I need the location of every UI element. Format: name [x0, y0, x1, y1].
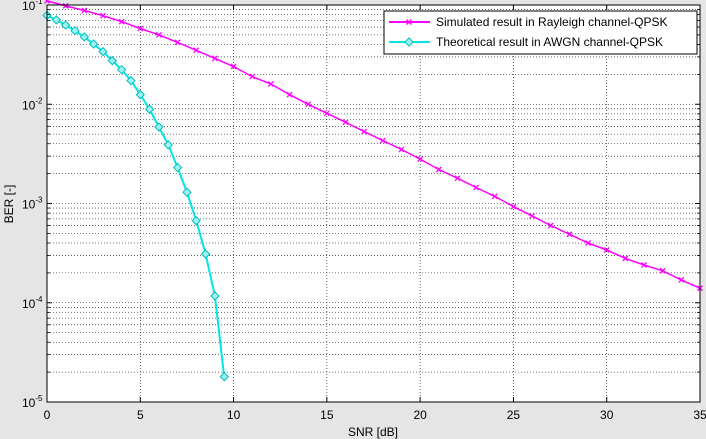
- data-point-simulated: [137, 25, 144, 32]
- data-point-simulated: [622, 255, 629, 262]
- data-point-simulated: [641, 262, 647, 268]
- data-point-simulated: [230, 63, 237, 70]
- data-point-simulated: [305, 101, 312, 108]
- data-point-theoretical: [88, 39, 99, 49]
- data-point-theoretical: [182, 187, 192, 197]
- data-point-simulated: [155, 31, 162, 38]
- data-point-simulated: [211, 55, 218, 62]
- data-point-theoretical: [163, 140, 173, 150]
- x-tick-label: 30: [600, 408, 614, 422]
- data-point-simulated: [118, 18, 125, 25]
- data-point-theoretical: [51, 15, 62, 25]
- y-tick-label: 10-3: [22, 196, 43, 212]
- data-point-theoretical: [219, 371, 229, 382]
- data-point-simulated: [286, 91, 293, 98]
- data-point-theoretical: [154, 122, 164, 132]
- data-point-simulated: [342, 119, 349, 126]
- y-tick-label: 10-1: [22, 0, 43, 13]
- x-tick-label: 25: [507, 408, 521, 422]
- y-tick-label: 10-2: [22, 96, 43, 112]
- x-tick-label: 5: [137, 408, 144, 422]
- data-point-theoretical: [191, 216, 201, 226]
- data-point-theoretical: [135, 89, 145, 100]
- x-tick-label: 20: [413, 408, 427, 422]
- data-point-simulated: [81, 7, 88, 14]
- data-point-simulated: [379, 137, 386, 144]
- y-axis-label: BER [-]: [2, 185, 16, 224]
- data-point-simulated: [249, 73, 256, 80]
- data-point-theoretical: [172, 162, 183, 173]
- data-point-simulated: [417, 156, 424, 163]
- data-point-theoretical: [70, 25, 80, 36]
- legend-marker-simulated: [405, 18, 413, 26]
- data-point-simulated: [529, 212, 536, 219]
- data-point-simulated: [510, 203, 517, 210]
- data-point-simulated: [323, 110, 330, 117]
- series-line-simulated: [46, 0, 701, 289]
- data-point-theoretical: [116, 64, 127, 75]
- x-tick-label: 35: [693, 408, 706, 422]
- axis-ticks: 0 5 10 15 20 25 30 35 10-1 10-2 10-3 10-4 10-5: [22, 0, 706, 422]
- legend-label-theoretical: Theoretical result in AWGN channel-QPSK: [436, 35, 663, 49]
- y-tick-label: 10-5: [22, 394, 43, 410]
- x-tick-label: 0: [44, 408, 51, 422]
- data-point-simulated: [659, 267, 666, 274]
- data-point-simulated: [100, 12, 106, 19]
- data-point-simulated: [62, 2, 69, 9]
- data-point-simulated: [603, 247, 610, 253]
- data-point-simulated: [491, 193, 498, 200]
- data-point-simulated: [361, 128, 368, 135]
- data-point-simulated: [678, 276, 685, 283]
- data-point-simulated: [44, 0, 50, 4]
- x-axis-label: SNR [dB]: [348, 425, 398, 439]
- legend-box: [383, 10, 698, 55]
- legend-marker-theoretical: [404, 37, 414, 47]
- x-tick-label: 10: [227, 408, 241, 422]
- data-point-simulated: [174, 39, 181, 46]
- y-tick-label: 10-4: [22, 295, 43, 311]
- data-point-theoretical: [107, 55, 118, 66]
- legend-label-simulated: Simulated result in Rayleigh channel-QPS…: [436, 15, 667, 29]
- data-point-theoretical: [79, 32, 90, 42]
- data-point-simulated: [566, 231, 573, 238]
- x-tick-label: 15: [320, 408, 334, 422]
- data-point-theoretical: [144, 104, 155, 114]
- data-point-simulated: [267, 81, 274, 87]
- data-point-simulated: [398, 146, 405, 153]
- data-point-simulated: [454, 175, 461, 182]
- data-point-simulated: [547, 222, 554, 229]
- data-point-theoretical: [210, 291, 220, 301]
- data-point-theoretical: [126, 75, 136, 86]
- data-point-simulated: [193, 47, 200, 54]
- data-point-theoretical: [60, 20, 71, 30]
- data-point-simulated: [473, 184, 480, 191]
- data-series: [42, 0, 703, 382]
- data-point-simulated: [435, 166, 442, 173]
- data-point-theoretical: [98, 46, 108, 57]
- legend: Simulated result in Rayleigh channel-QPS…: [383, 10, 698, 55]
- data-point-theoretical: [200, 249, 211, 259]
- data-point-simulated: [585, 240, 592, 246]
